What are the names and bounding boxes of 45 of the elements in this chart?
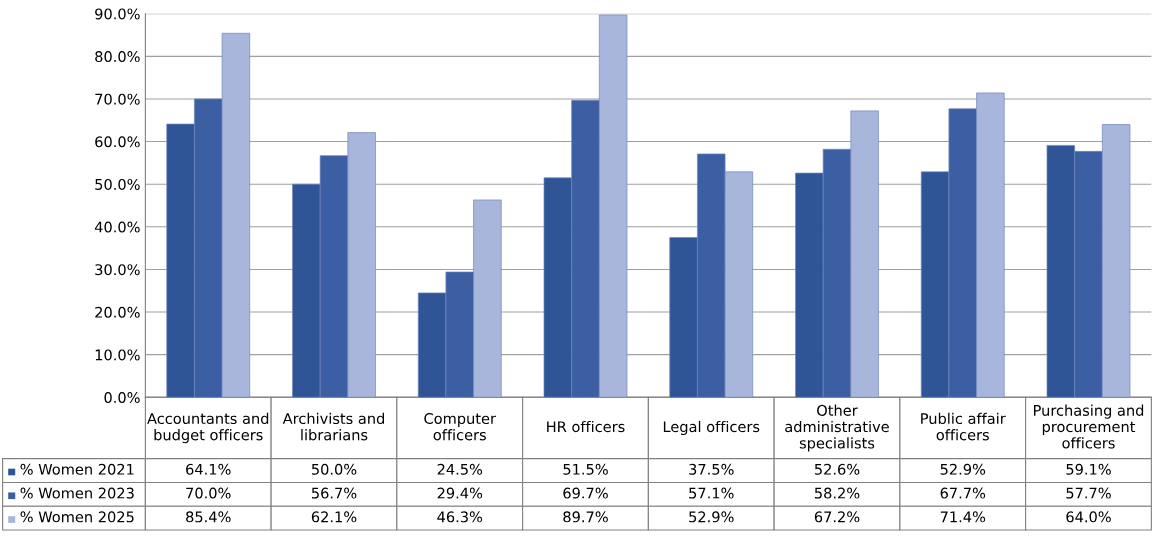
y-tick-label: 70.0% <box>95 93 140 105</box>
data-label: 57.1% <box>689 487 734 499</box>
y-tick-label: 80.0% <box>95 51 140 63</box>
data-label: 67.7% <box>940 487 986 499</box>
x-tick-label: Archivists and librarians <box>282 412 384 441</box>
data-label: 51.5% <box>563 463 608 475</box>
y-tick-label: 40.0% <box>94 221 140 233</box>
data-label: 64.0% <box>1066 511 1111 523</box>
legend-label: % Women 2025 <box>20 511 134 523</box>
x-tick-label: HR officers <box>547 420 625 433</box>
data-label: 58.2% <box>814 487 860 499</box>
y-tick-label: 30.0% <box>95 264 140 276</box>
x-tick-label: Public affair officers <box>921 412 1006 441</box>
data-label: 70.0% <box>186 487 231 499</box>
y-tick-label: 60.0% <box>95 136 140 148</box>
y-tick-label: 10.0% <box>95 349 140 361</box>
x-tick-label: Other administrative specialists <box>785 404 889 452</box>
data-label: 46.3% <box>437 511 483 523</box>
data-label: 56.7% <box>311 487 357 499</box>
data-label: 37.5% <box>689 463 734 475</box>
x-tick-label: Legal officers <box>663 420 760 436</box>
x-tick-label: Accountants and budget officers <box>147 412 269 444</box>
x-tick-label: Purchasing and procurement officers <box>1033 404 1144 449</box>
data-label: 52.9% <box>940 463 986 475</box>
data-label: 85.4% <box>186 511 231 523</box>
y-tick-label: 20.0% <box>95 306 140 318</box>
data-label: 50.0% <box>311 463 357 475</box>
legend-label: % Women 2023 <box>20 487 134 499</box>
y-tick-label: 90.0% <box>95 8 140 20</box>
y-tick-label: 50.0% <box>95 178 140 190</box>
data-label: 67.2% <box>814 511 860 523</box>
data-label: 71.4% <box>940 511 986 523</box>
data-label: 52.9% <box>689 511 734 523</box>
data-label: 62.1% <box>311 511 357 523</box>
data-label: 24.5% <box>437 463 483 475</box>
data-label: 29.4% <box>437 487 483 499</box>
y-tick-label: 0.0% <box>104 392 140 404</box>
data-label: 64.1% <box>186 463 231 475</box>
legend-label: % Women 2021 <box>20 463 134 475</box>
data-label: 57.7% <box>1066 487 1111 499</box>
x-tick-label: Computer officers <box>424 413 496 441</box>
data-label: 59.1% <box>1066 463 1111 475</box>
data-label: 89.7% <box>563 511 608 523</box>
data-label: 52.6% <box>814 463 860 475</box>
data-label: 69.7% <box>563 487 608 499</box>
